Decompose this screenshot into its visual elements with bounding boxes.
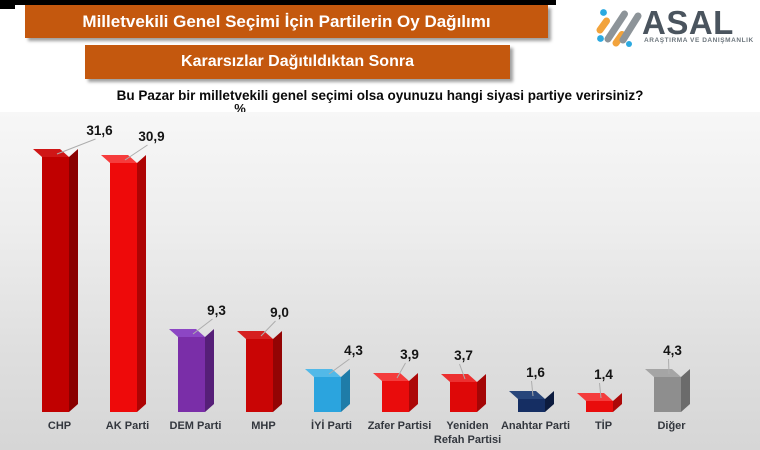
- leader-line-mhp: [260, 320, 276, 337]
- page-title: Milletvekili Genel Seçimi İçin Partileri…: [82, 12, 491, 31]
- bar-front-face: [246, 339, 273, 412]
- category-label-zafer-partisi: Zafer Partisi: [367, 420, 432, 432]
- leader-line-dem-parti: [192, 318, 213, 335]
- category-label-ak-parti: AK Parti: [105, 420, 150, 432]
- category-label-ti-p: TİP: [594, 420, 613, 432]
- subtitle-banner: Kararsızlar Dağıtıldıktan Sonra: [85, 45, 510, 79]
- bar-front-face: [110, 163, 137, 412]
- bar-i-yi-parti: [304, 369, 350, 412]
- leader-line-di-er: [668, 358, 670, 375]
- bar-value-label-di-er: 4,3: [663, 343, 682, 358]
- bar-yeniden-refah-partisi: [440, 374, 486, 412]
- leader-line-i-yi-parti: [328, 358, 350, 375]
- leader-line-anahtar-parti: [531, 380, 534, 397]
- top-black-nub: [0, 0, 15, 9]
- bar-front-face: [178, 337, 205, 412]
- brand-name: ASAL: [642, 4, 734, 41]
- bar-value-label-yeniden-refah-partisi: 3,7: [454, 348, 473, 363]
- category-label-dem-parti: DEM Parti: [169, 420, 222, 432]
- bar-mhp: [236, 331, 282, 412]
- bar-value-label-ti-p: 1,4: [594, 367, 613, 382]
- page-subtitle: Kararsızlar Dağıtıldıktan Sonra: [181, 53, 414, 70]
- bar-dem-parti: [168, 329, 214, 412]
- leader-line-ti-p: [599, 382, 602, 399]
- category-label-anahtar-parti: Anahtar Parti: [500, 420, 571, 432]
- bar-value-label-i-yi-parti: 4,3: [344, 343, 363, 358]
- bar-value-label-mhp: 9,0: [270, 305, 289, 320]
- asal-logo-icon: [596, 9, 642, 47]
- category-label-mhp: MHP: [251, 420, 276, 432]
- bar-value-label-dem-parti: 9,3: [207, 303, 226, 318]
- bar-value-label-zafer-partisi: 3,9: [400, 347, 419, 362]
- bar-di-er: [644, 369, 690, 412]
- bar-front-face: [654, 377, 681, 412]
- bar-front-face: [450, 382, 477, 412]
- bar-ti-p: [576, 393, 622, 412]
- category-label-i-yi-parti: İYİ Parti: [311, 420, 352, 432]
- bar-front-face: [314, 377, 341, 412]
- leader-line-zafer-partisi: [396, 362, 406, 379]
- bar-ak-parti: [100, 155, 146, 412]
- asal-logo: ASAL ARAŞTIRMA VE DANIŞMANLIK: [596, 4, 756, 48]
- category-label-chp: CHP: [47, 420, 72, 432]
- survey-question: Bu Pazar bir milletvekili genel seçimi o…: [116, 88, 644, 103]
- leader-line-chp: [56, 138, 96, 155]
- bar-chp: [32, 149, 78, 412]
- unit-label: %: [234, 101, 246, 116]
- bar-front-face: [586, 401, 613, 412]
- bar-value-label-chp: 31,6: [86, 123, 113, 138]
- bar-value-label-anahtar-parti: 1,6: [526, 365, 545, 380]
- category-label-yeniden-refah-partisi: Yeniden Refah Partisi: [433, 420, 502, 447]
- bar-zafer-partisi: [372, 373, 418, 412]
- leader-line-ak-parti: [124, 144, 148, 161]
- bar-value-label-ak-parti: 30,9: [138, 129, 165, 144]
- bar-anahtar-parti: [508, 391, 554, 412]
- bar-front-face: [382, 381, 409, 412]
- bar-front-face: [42, 157, 69, 412]
- leader-line-yeniden-refah-partisi: [459, 363, 466, 380]
- top-black-strip: [0, 0, 556, 5]
- brand-tagline: ARAŞTIRMA VE DANIŞMANLIK: [644, 37, 754, 44]
- main-title-banner: Milletvekili Genel Seçimi İçin Partileri…: [25, 5, 548, 38]
- category-label-di-er: Diğer: [657, 420, 686, 432]
- bar-front-face: [518, 399, 545, 412]
